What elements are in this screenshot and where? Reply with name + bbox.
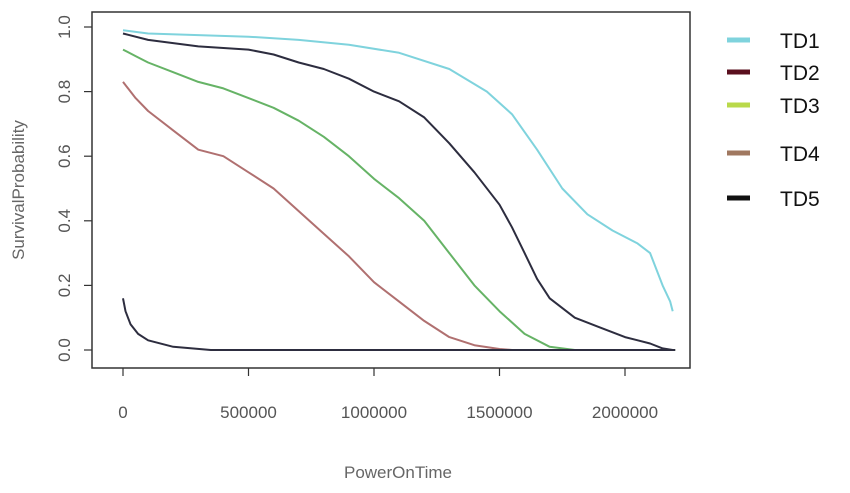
y-tick-label: 0.6: [55, 144, 74, 168]
legend-label-td4: TD4: [780, 143, 820, 166]
plot-frame: [91, 11, 691, 369]
axes: 0 500000 1000000 1500000 2000000 0.0 0.2 0.4 0.6…: [55, 15, 658, 422]
series-line-td2: [122, 81, 513, 351]
legend-label-td2: TD2: [780, 62, 820, 85]
x-axis-label: PowerOnTime: [344, 463, 452, 482]
x-tick-label: 500000: [220, 403, 277, 422]
x-tick-label: 0: [118, 403, 127, 422]
y-tick-label: 0.0: [55, 338, 74, 362]
y-tick-label: 0.4: [55, 209, 74, 233]
y-tick-label: 0.2: [55, 274, 74, 298]
legend-label-td5: TD5: [780, 188, 820, 211]
x-tick-label: 1000000: [341, 403, 407, 422]
legend: TD1 TD2 TD3 TD4 TD5: [727, 30, 820, 211]
series-line-extra-5: [122, 298, 676, 351]
legend-label-td3: TD3: [780, 95, 820, 118]
y-axis-label: SurvivalProbability: [9, 120, 28, 260]
legend-label-td1: TD1: [780, 30, 820, 53]
x-tick-label: 1500000: [466, 403, 532, 422]
series-layer: [122, 29, 676, 351]
series-line-td3: [122, 48, 676, 351]
series-line-td1: [122, 29, 674, 312]
y-tick-label: 0.8: [55, 80, 74, 104]
y-tick-label: 1.0: [55, 15, 74, 39]
x-tick-label: 2000000: [592, 403, 658, 422]
series-line-td5: [122, 32, 673, 351]
